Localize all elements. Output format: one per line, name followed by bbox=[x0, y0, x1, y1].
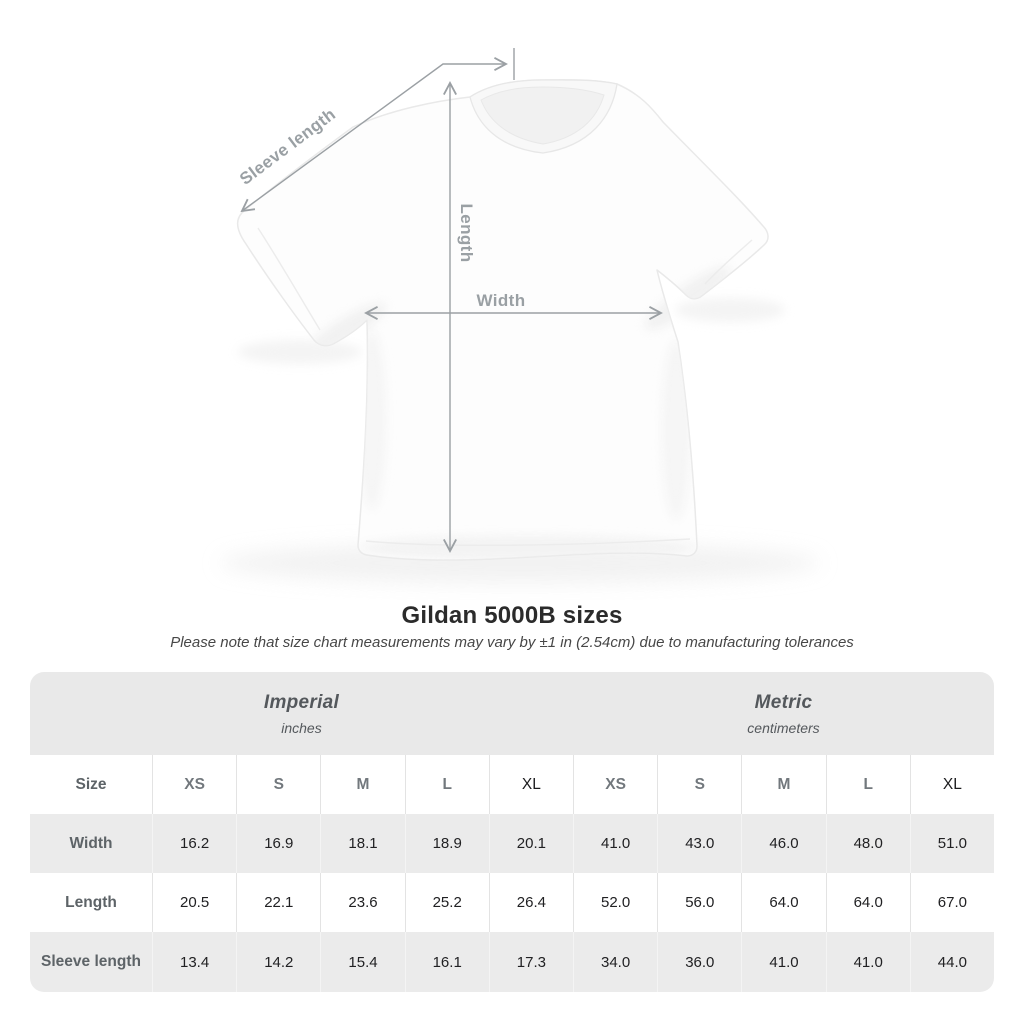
imperial-label: Imperial bbox=[263, 691, 340, 713]
value-cell: 20.5 bbox=[152, 873, 237, 932]
imperial-size-xl: XL bbox=[488, 755, 573, 814]
row-label-sleeve-length: Sleeve length bbox=[30, 932, 152, 992]
metric-label: Metric bbox=[754, 691, 813, 713]
value-cell: 26.4 bbox=[488, 873, 573, 932]
imperial-size-m: M bbox=[320, 755, 405, 814]
value-cell: 14.2 bbox=[236, 932, 321, 992]
row-label-length: Length bbox=[30, 873, 152, 932]
imperial-size-s: S bbox=[236, 755, 321, 814]
tshirt-image bbox=[220, 48, 820, 583]
value-cell: 52.0 bbox=[572, 873, 658, 932]
value-cell: 16.1 bbox=[404, 932, 489, 992]
value-cell: 25.2 bbox=[404, 873, 489, 932]
length-label: Length bbox=[457, 203, 476, 263]
page-title: Gildan 5000B sizes bbox=[401, 602, 623, 629]
value-cell: 22.1 bbox=[236, 873, 321, 932]
metric-size-m: M bbox=[741, 755, 826, 814]
value-cell: 41.0 bbox=[741, 932, 826, 992]
metric-size-xl: XL bbox=[909, 755, 994, 814]
value-cell: 64.0 bbox=[825, 873, 910, 932]
value-cell: 18.1 bbox=[320, 814, 405, 873]
tshirt-neck-opening bbox=[480, 86, 605, 145]
value-cell: 15.4 bbox=[320, 932, 405, 992]
tshirt-seams bbox=[257, 227, 753, 547]
metric-size-xs: XS bbox=[572, 755, 658, 814]
metric-size-l: L bbox=[825, 755, 910, 814]
value-cell: 67.0 bbox=[909, 873, 994, 932]
width-label: Width bbox=[476, 291, 526, 310]
value-cell: 16.9 bbox=[236, 814, 321, 873]
value-cell: 23.6 bbox=[320, 873, 405, 932]
size-chart-table: Imperial inches Metric centimeters Size … bbox=[30, 672, 994, 992]
value-cell: 64.0 bbox=[741, 873, 826, 932]
size-column-header: Size bbox=[30, 755, 152, 814]
unit-group-metric: Metric centimeters bbox=[572, 672, 994, 755]
metric-size-s: S bbox=[657, 755, 742, 814]
imperial-size-l: L bbox=[404, 755, 489, 814]
tshirt-measurement-diagram: Sleeve length Length Width bbox=[220, 48, 820, 583]
tolerance-note: Please note that size chart measurements… bbox=[170, 634, 854, 651]
value-cell: 18.9 bbox=[404, 814, 489, 873]
value-cell: 41.0 bbox=[825, 932, 910, 992]
unit-group-imperial: Imperial inches bbox=[30, 672, 573, 755]
value-cell: 41.0 bbox=[572, 814, 658, 873]
value-cell: 46.0 bbox=[741, 814, 826, 873]
tshirt-body bbox=[236, 79, 769, 561]
value-cell: 13.4 bbox=[152, 932, 237, 992]
metric-unit: centimeters bbox=[747, 719, 820, 736]
value-cell: 43.0 bbox=[657, 814, 742, 873]
value-cell: 36.0 bbox=[657, 932, 742, 992]
value-cell: 34.0 bbox=[572, 932, 658, 992]
value-cell: 17.3 bbox=[488, 932, 573, 992]
value-cell: 16.2 bbox=[152, 814, 237, 873]
value-cell: 48.0 bbox=[825, 814, 910, 873]
imperial-unit: inches bbox=[281, 719, 322, 736]
sleeve-length-arrow bbox=[240, 57, 508, 213]
imperial-size-xs: XS bbox=[152, 755, 237, 814]
value-cell: 44.0 bbox=[909, 932, 994, 992]
value-cell: 20.1 bbox=[488, 814, 573, 873]
value-cell: 51.0 bbox=[909, 814, 994, 873]
value-cell: 56.0 bbox=[657, 873, 742, 932]
row-label-width: Width bbox=[30, 814, 152, 873]
